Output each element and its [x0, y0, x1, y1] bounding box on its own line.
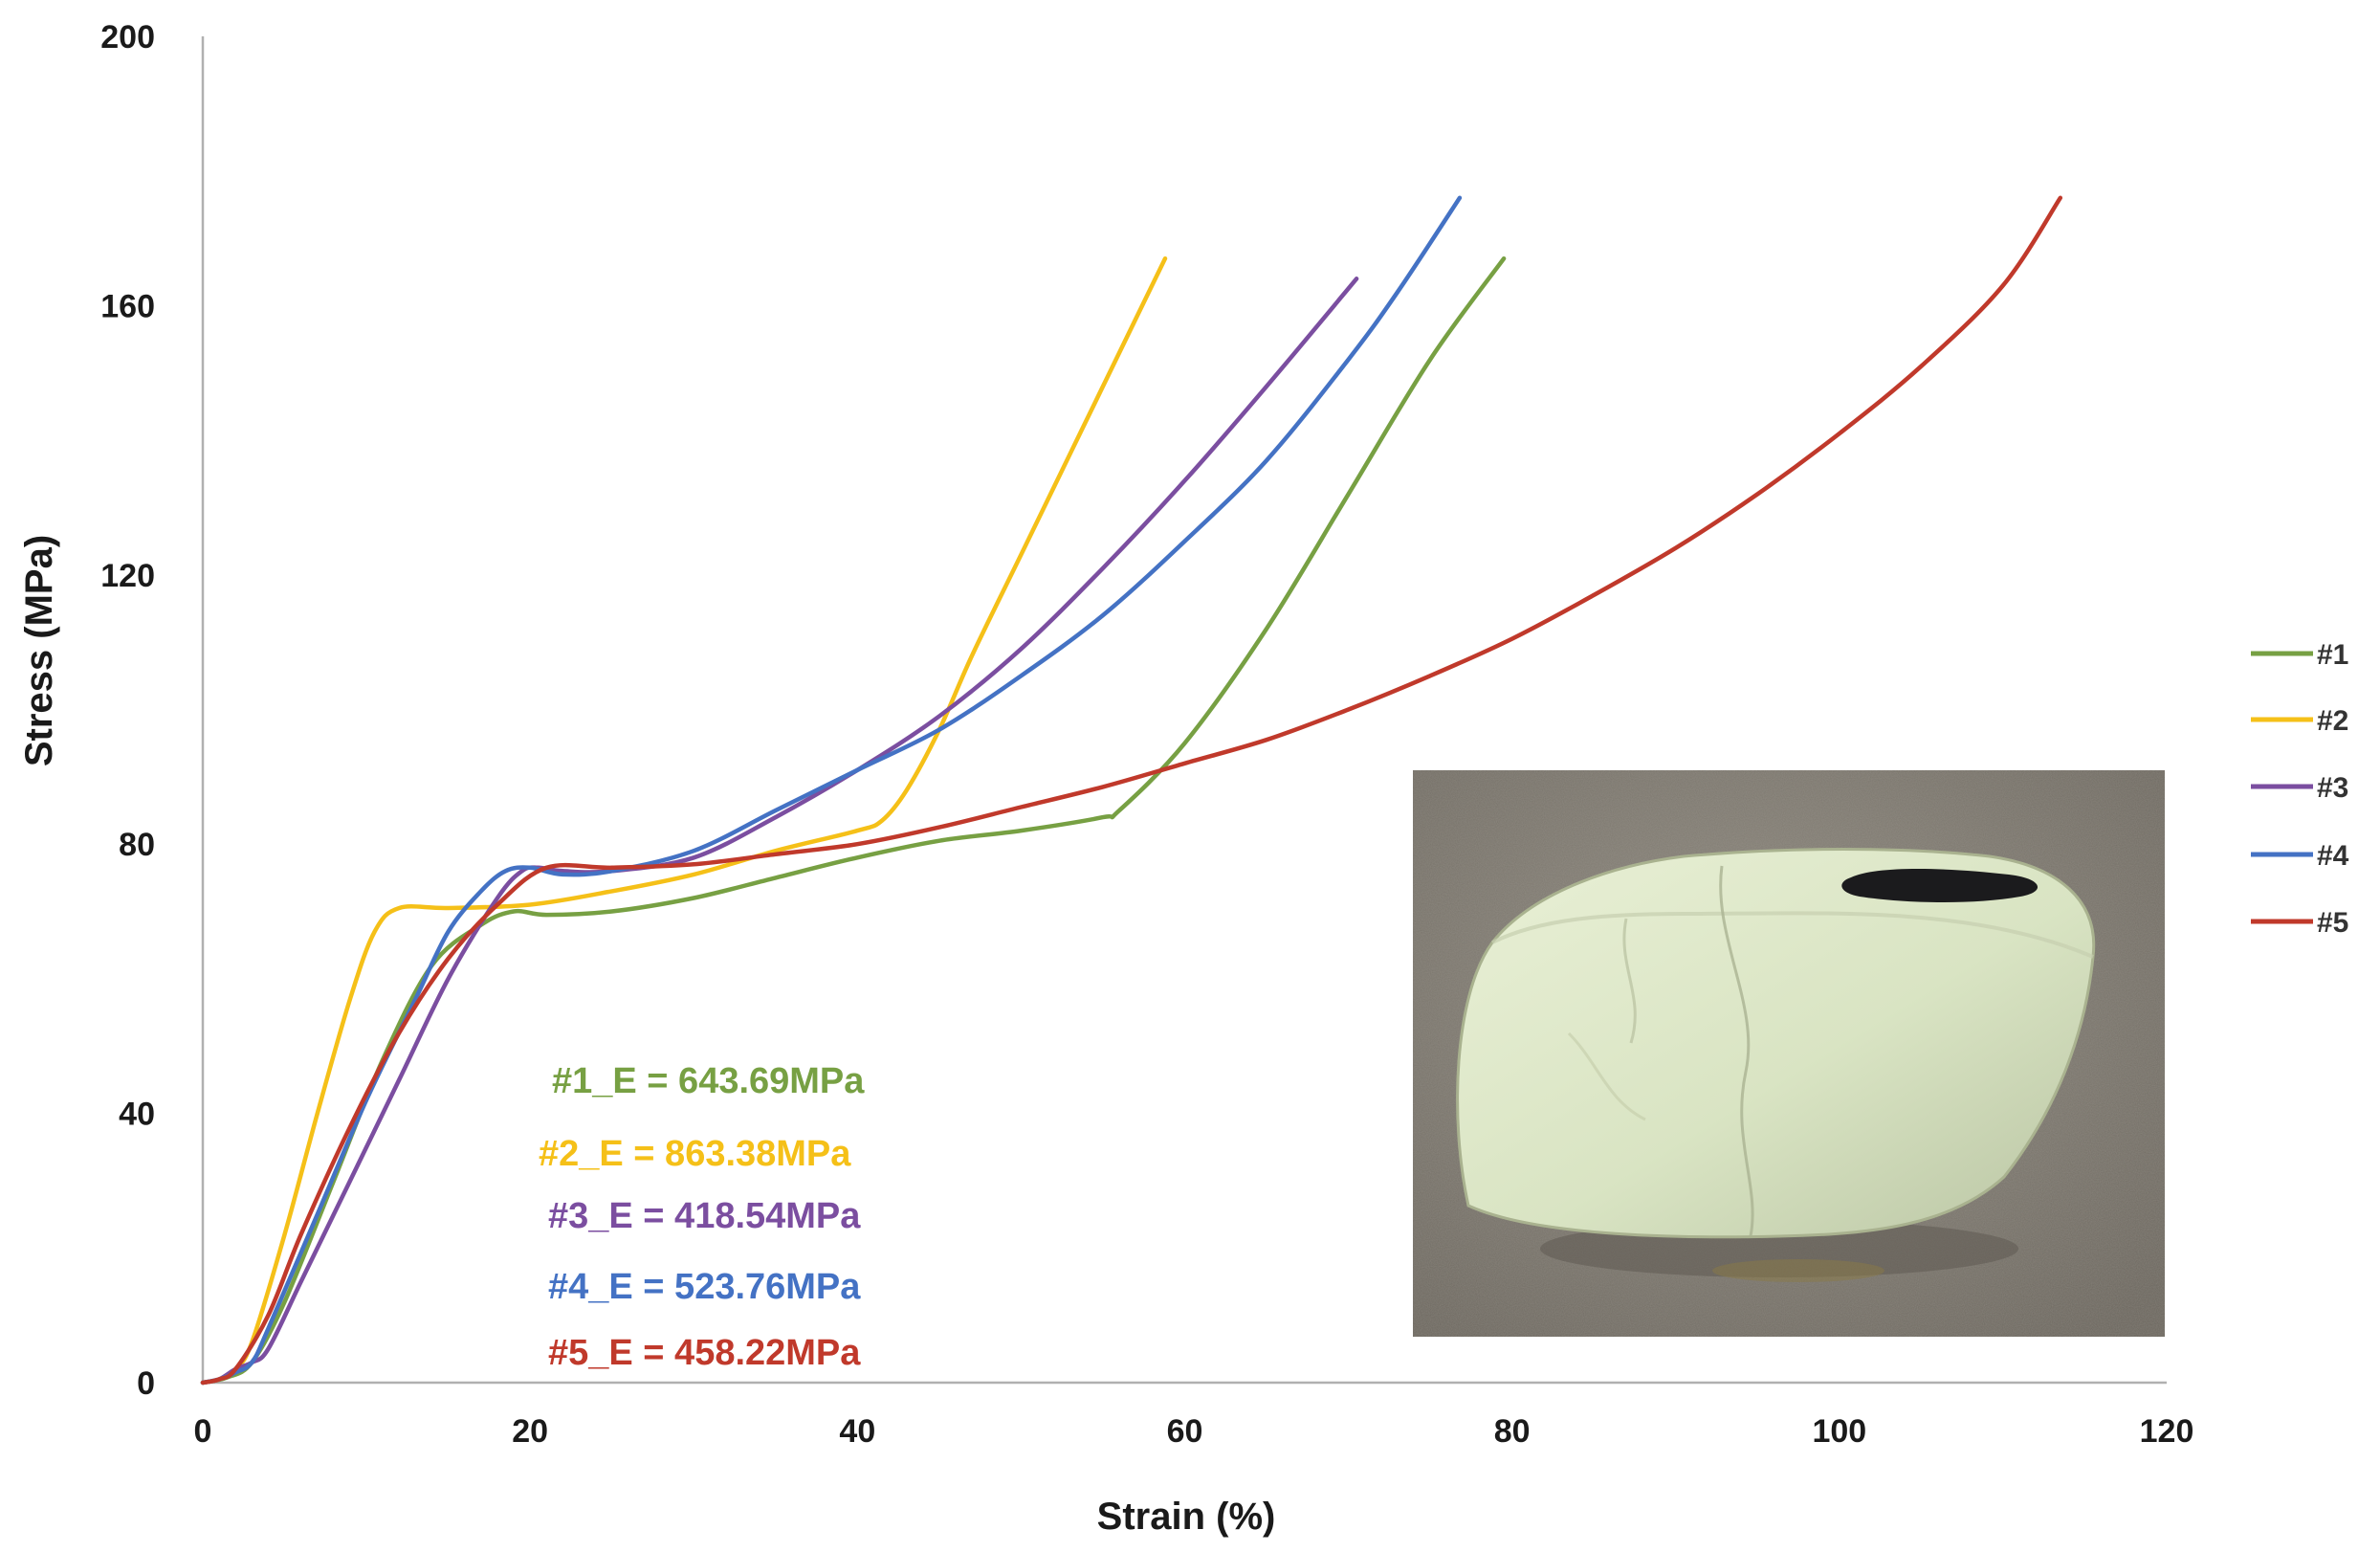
- legend-label-1: #1: [2317, 639, 2348, 671]
- y-tick-label: 160: [100, 288, 155, 324]
- legend-label-2: #2: [2317, 705, 2348, 737]
- series-line-5: [200, 195, 2063, 1386]
- x-tick-label: 100: [1812, 1413, 1866, 1450]
- x-tick-label: 20: [512, 1413, 548, 1450]
- y-tick-label: 40: [119, 1097, 155, 1133]
- legend: #1 #2 #3 #4 #5: [2251, 639, 2349, 939]
- y-tick-label: 200: [100, 19, 155, 55]
- y-axis-title: Stress (MPa): [18, 535, 60, 766]
- x-tick-label: 80: [1494, 1413, 1531, 1450]
- legend-label-5: #5: [2317, 907, 2348, 939]
- modulus-annotation-4: #4_E = 523.76MPa: [548, 1267, 861, 1307]
- modulus-annotation-2: #2_E = 863.38MPa: [539, 1134, 851, 1174]
- y-tick-label: 120: [100, 558, 155, 594]
- modulus-annotation-3: #3_E = 418.54MPa: [548, 1196, 861, 1236]
- y-tick-labels: 0 40 80 120 160 200: [100, 19, 155, 1402]
- x-tick-label: 120: [2140, 1413, 2194, 1450]
- y-tick-label: 0: [137, 1365, 155, 1402]
- y-tick-label: 80: [119, 827, 155, 863]
- modulus-annotation-5: #5_E = 458.22MPa: [548, 1333, 861, 1373]
- series-line-3: [200, 277, 1359, 1386]
- x-tick-label: 60: [1167, 1413, 1203, 1450]
- series-lines: [200, 195, 2063, 1386]
- modulus-annotations: #1_E = 643.69MPa #2_E = 863.38MPa #3_E = 4…: [539, 1061, 865, 1373]
- x-tick-label: 0: [194, 1413, 212, 1450]
- modulus-annotation-1: #1_E = 643.69MPa: [552, 1061, 865, 1101]
- series-line-4: [200, 195, 1463, 1386]
- x-tick-labels: 0 20 40 60 80 100 120: [194, 1413, 2194, 1450]
- legend-label-3: #3: [2317, 772, 2348, 804]
- series-line-2: [200, 255, 1168, 1386]
- specimen-photo: [1413, 770, 2165, 1337]
- x-tick-label: 40: [839, 1413, 875, 1450]
- x-axis-title: Strain (%): [1097, 1496, 1276, 1538]
- legend-label-4: #4: [2317, 840, 2349, 872]
